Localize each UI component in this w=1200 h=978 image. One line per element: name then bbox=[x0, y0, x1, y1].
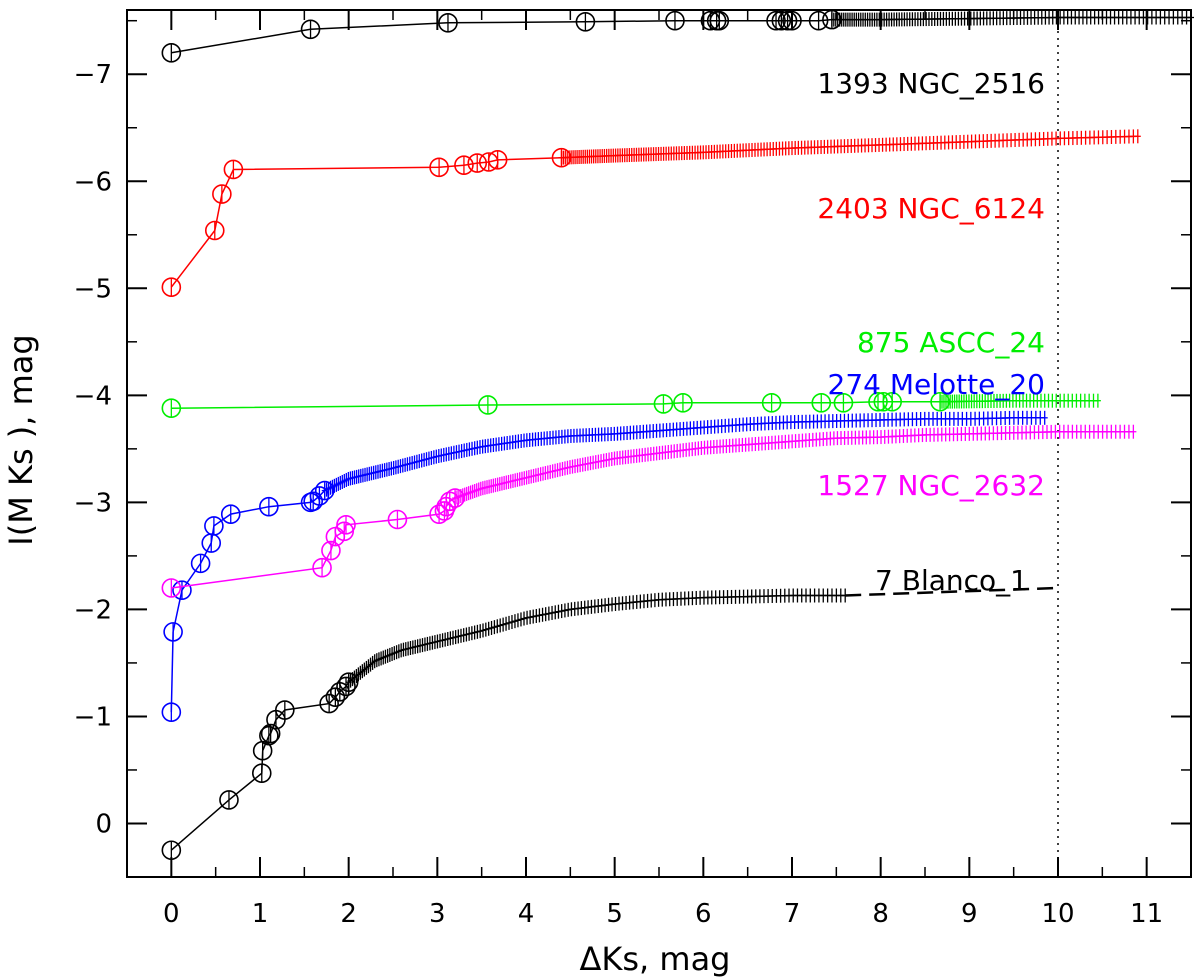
series-line bbox=[170, 594, 846, 851]
x-tick-label: 2 bbox=[340, 899, 357, 929]
x-tick-label: 7 bbox=[784, 899, 801, 929]
x-tick-label: 11 bbox=[1130, 899, 1163, 929]
series-label: 2403 NGC_6124 bbox=[817, 192, 1045, 225]
chart-marks: 0 1 2 3 4 5 6 7 8 9 10 11 0 −1 −2 −3 −4 −5 −6 −7 1393 NGC_25… bbox=[74, 9, 1194, 929]
x-tick-label: 9 bbox=[961, 899, 978, 929]
x-tick-label: 6 bbox=[695, 899, 712, 929]
series-label: 1527 NGC_2632 bbox=[817, 469, 1045, 502]
x-tick-label: 5 bbox=[606, 899, 623, 929]
y-axis-label: I(M Ks ), mag bbox=[2, 334, 40, 545]
x-tick-label: 3 bbox=[429, 899, 446, 929]
y-tick-label: −7 bbox=[74, 60, 112, 90]
series-label: 274 Melotte_20 bbox=[828, 368, 1045, 401]
series-label: 1393 NGC_2516 bbox=[817, 67, 1045, 100]
series-dashed-extension bbox=[845, 586, 1059, 597]
y-tick-label: 0 bbox=[95, 809, 112, 839]
x-axis-label: ΔKs, mag bbox=[580, 940, 731, 978]
y-tick-label: −3 bbox=[74, 488, 112, 518]
x-tick-label: 4 bbox=[518, 899, 535, 929]
y-tick-label: −6 bbox=[74, 167, 112, 197]
x-tick-label: 0 bbox=[163, 899, 180, 929]
series-label: 875 ASCC_24 bbox=[857, 326, 1045, 359]
x-tick-label: 10 bbox=[1041, 899, 1074, 929]
y-tick-label: −2 bbox=[74, 595, 112, 625]
x-tick-label: 8 bbox=[872, 899, 889, 929]
series-label: 7 Blanco_1 bbox=[875, 564, 1028, 597]
y-tick-label: −5 bbox=[74, 274, 112, 304]
y-tick-label: −1 bbox=[74, 702, 112, 732]
x-tick-label: 1 bbox=[252, 899, 269, 929]
y-tick-label: −4 bbox=[74, 381, 112, 411]
